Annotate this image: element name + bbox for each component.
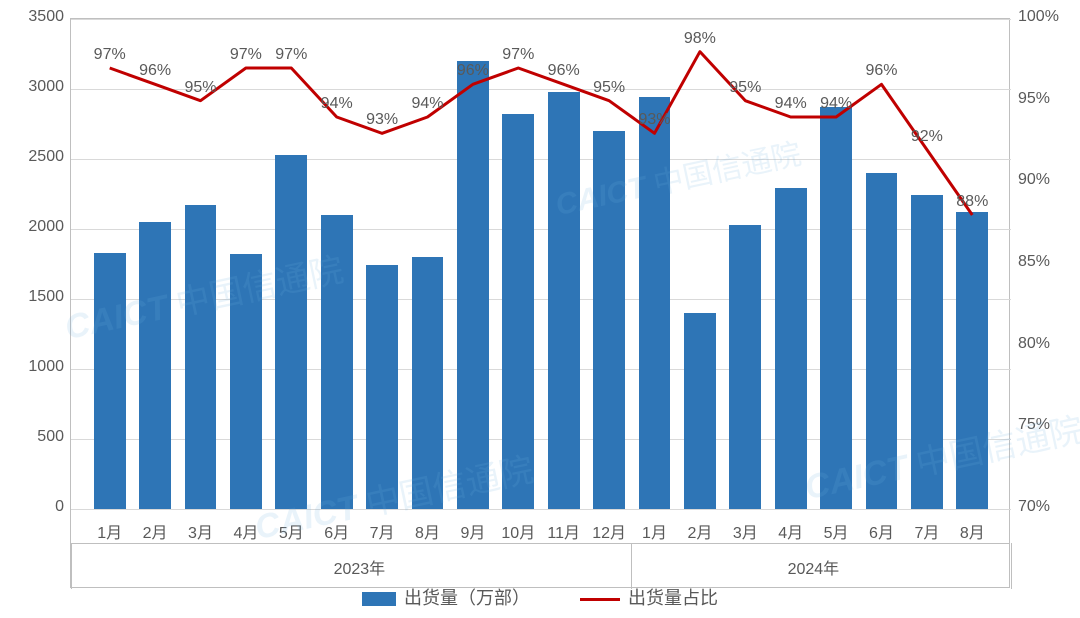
line-value-label: 97% xyxy=(230,46,262,64)
x-tick-label: 1月 xyxy=(97,519,122,543)
line-value-label: 88% xyxy=(956,193,988,211)
x-tick-label: 2月 xyxy=(687,519,712,543)
gridline xyxy=(71,159,1011,160)
legend-bar-label: 出货量（万部） xyxy=(404,588,530,608)
bar xyxy=(275,155,307,509)
line-value-label: 96% xyxy=(139,62,171,80)
bar xyxy=(729,225,761,509)
line-value-label: 93% xyxy=(366,111,398,129)
bar xyxy=(820,107,852,509)
line-value-label: 92% xyxy=(911,128,943,146)
legend-line-label: 出货量占比 xyxy=(628,588,718,608)
x-tick-label: 12月 xyxy=(592,519,626,543)
y-right-tick: 70% xyxy=(1018,498,1050,516)
legend-item-bar: 出货量（万部） xyxy=(362,584,530,610)
legend: 出货量（万部） 出货量占比 xyxy=(0,580,1080,614)
x-group-label: 2024年 xyxy=(788,555,840,579)
bar xyxy=(185,205,217,509)
y-right-tick: 95% xyxy=(1018,90,1050,108)
x-tick-label: 7月 xyxy=(914,519,939,543)
x-tick-label: 5月 xyxy=(824,519,849,543)
line-value-label: 97% xyxy=(502,46,534,64)
legend-item-line: 出货量占比 xyxy=(580,584,718,610)
x-group-label: 2023年 xyxy=(334,555,386,579)
x-tick-label: 4月 xyxy=(778,519,803,543)
line-value-label: 96% xyxy=(865,62,897,80)
y-left-tick: 2500 xyxy=(28,148,64,166)
x-tick-label: 8月 xyxy=(415,519,440,543)
line-swatch-icon xyxy=(580,598,620,601)
bar-swatch-icon xyxy=(362,592,396,606)
y-right-tick: 85% xyxy=(1018,253,1050,271)
y-right-tick: 100% xyxy=(1018,8,1059,26)
line-value-label: 94% xyxy=(820,95,852,113)
x-tick-label: 6月 xyxy=(869,519,894,543)
y-right-tick: 80% xyxy=(1018,335,1050,353)
line-value-label: 96% xyxy=(548,62,580,80)
bar xyxy=(139,222,171,509)
x-tick-label: 3月 xyxy=(733,519,758,543)
line-value-label: 94% xyxy=(411,95,443,113)
gridline xyxy=(71,509,1011,510)
line-value-label: 98% xyxy=(684,30,716,48)
y-left-tick: 2000 xyxy=(28,218,64,236)
y-right-tick: 90% xyxy=(1018,171,1050,189)
line-value-label: 94% xyxy=(321,95,353,113)
y-left-tick: 1500 xyxy=(28,288,64,306)
bar xyxy=(684,313,716,509)
y-left-tick: 0 xyxy=(55,498,64,516)
x-tick-label: 9月 xyxy=(460,519,485,543)
bar xyxy=(548,92,580,509)
x-tick-label: 11月 xyxy=(547,519,580,543)
y-left-tick: 3000 xyxy=(28,78,64,96)
line-value-label: 97% xyxy=(275,46,307,64)
line-value-label: 93% xyxy=(638,111,670,129)
gridline xyxy=(71,19,1011,20)
x-tick-label: 10月 xyxy=(501,519,535,543)
line-value-label: 97% xyxy=(94,46,126,64)
x-tick-label: 3月 xyxy=(188,519,213,543)
line-value-label: 95% xyxy=(729,79,761,97)
line-value-label: 94% xyxy=(775,95,807,113)
line-value-label: 95% xyxy=(184,79,216,97)
line-value-label: 95% xyxy=(593,79,625,97)
x-tick-label: 1月 xyxy=(642,519,667,543)
bar xyxy=(457,61,489,509)
x-tick-label: 8月 xyxy=(960,519,985,543)
line-value-label: 96% xyxy=(457,62,489,80)
x-group-rule xyxy=(71,543,1009,544)
y-left-tick: 500 xyxy=(37,428,64,446)
y-left-tick: 1000 xyxy=(28,358,64,376)
plot-area: 97% 96% 95% 97% 97% 94% 93% 94% 96% 97% 96% 95% 93% 9… xyxy=(71,19,1011,509)
x-tick-label: 2月 xyxy=(143,519,168,543)
y-left-tick: 3500 xyxy=(28,8,64,26)
